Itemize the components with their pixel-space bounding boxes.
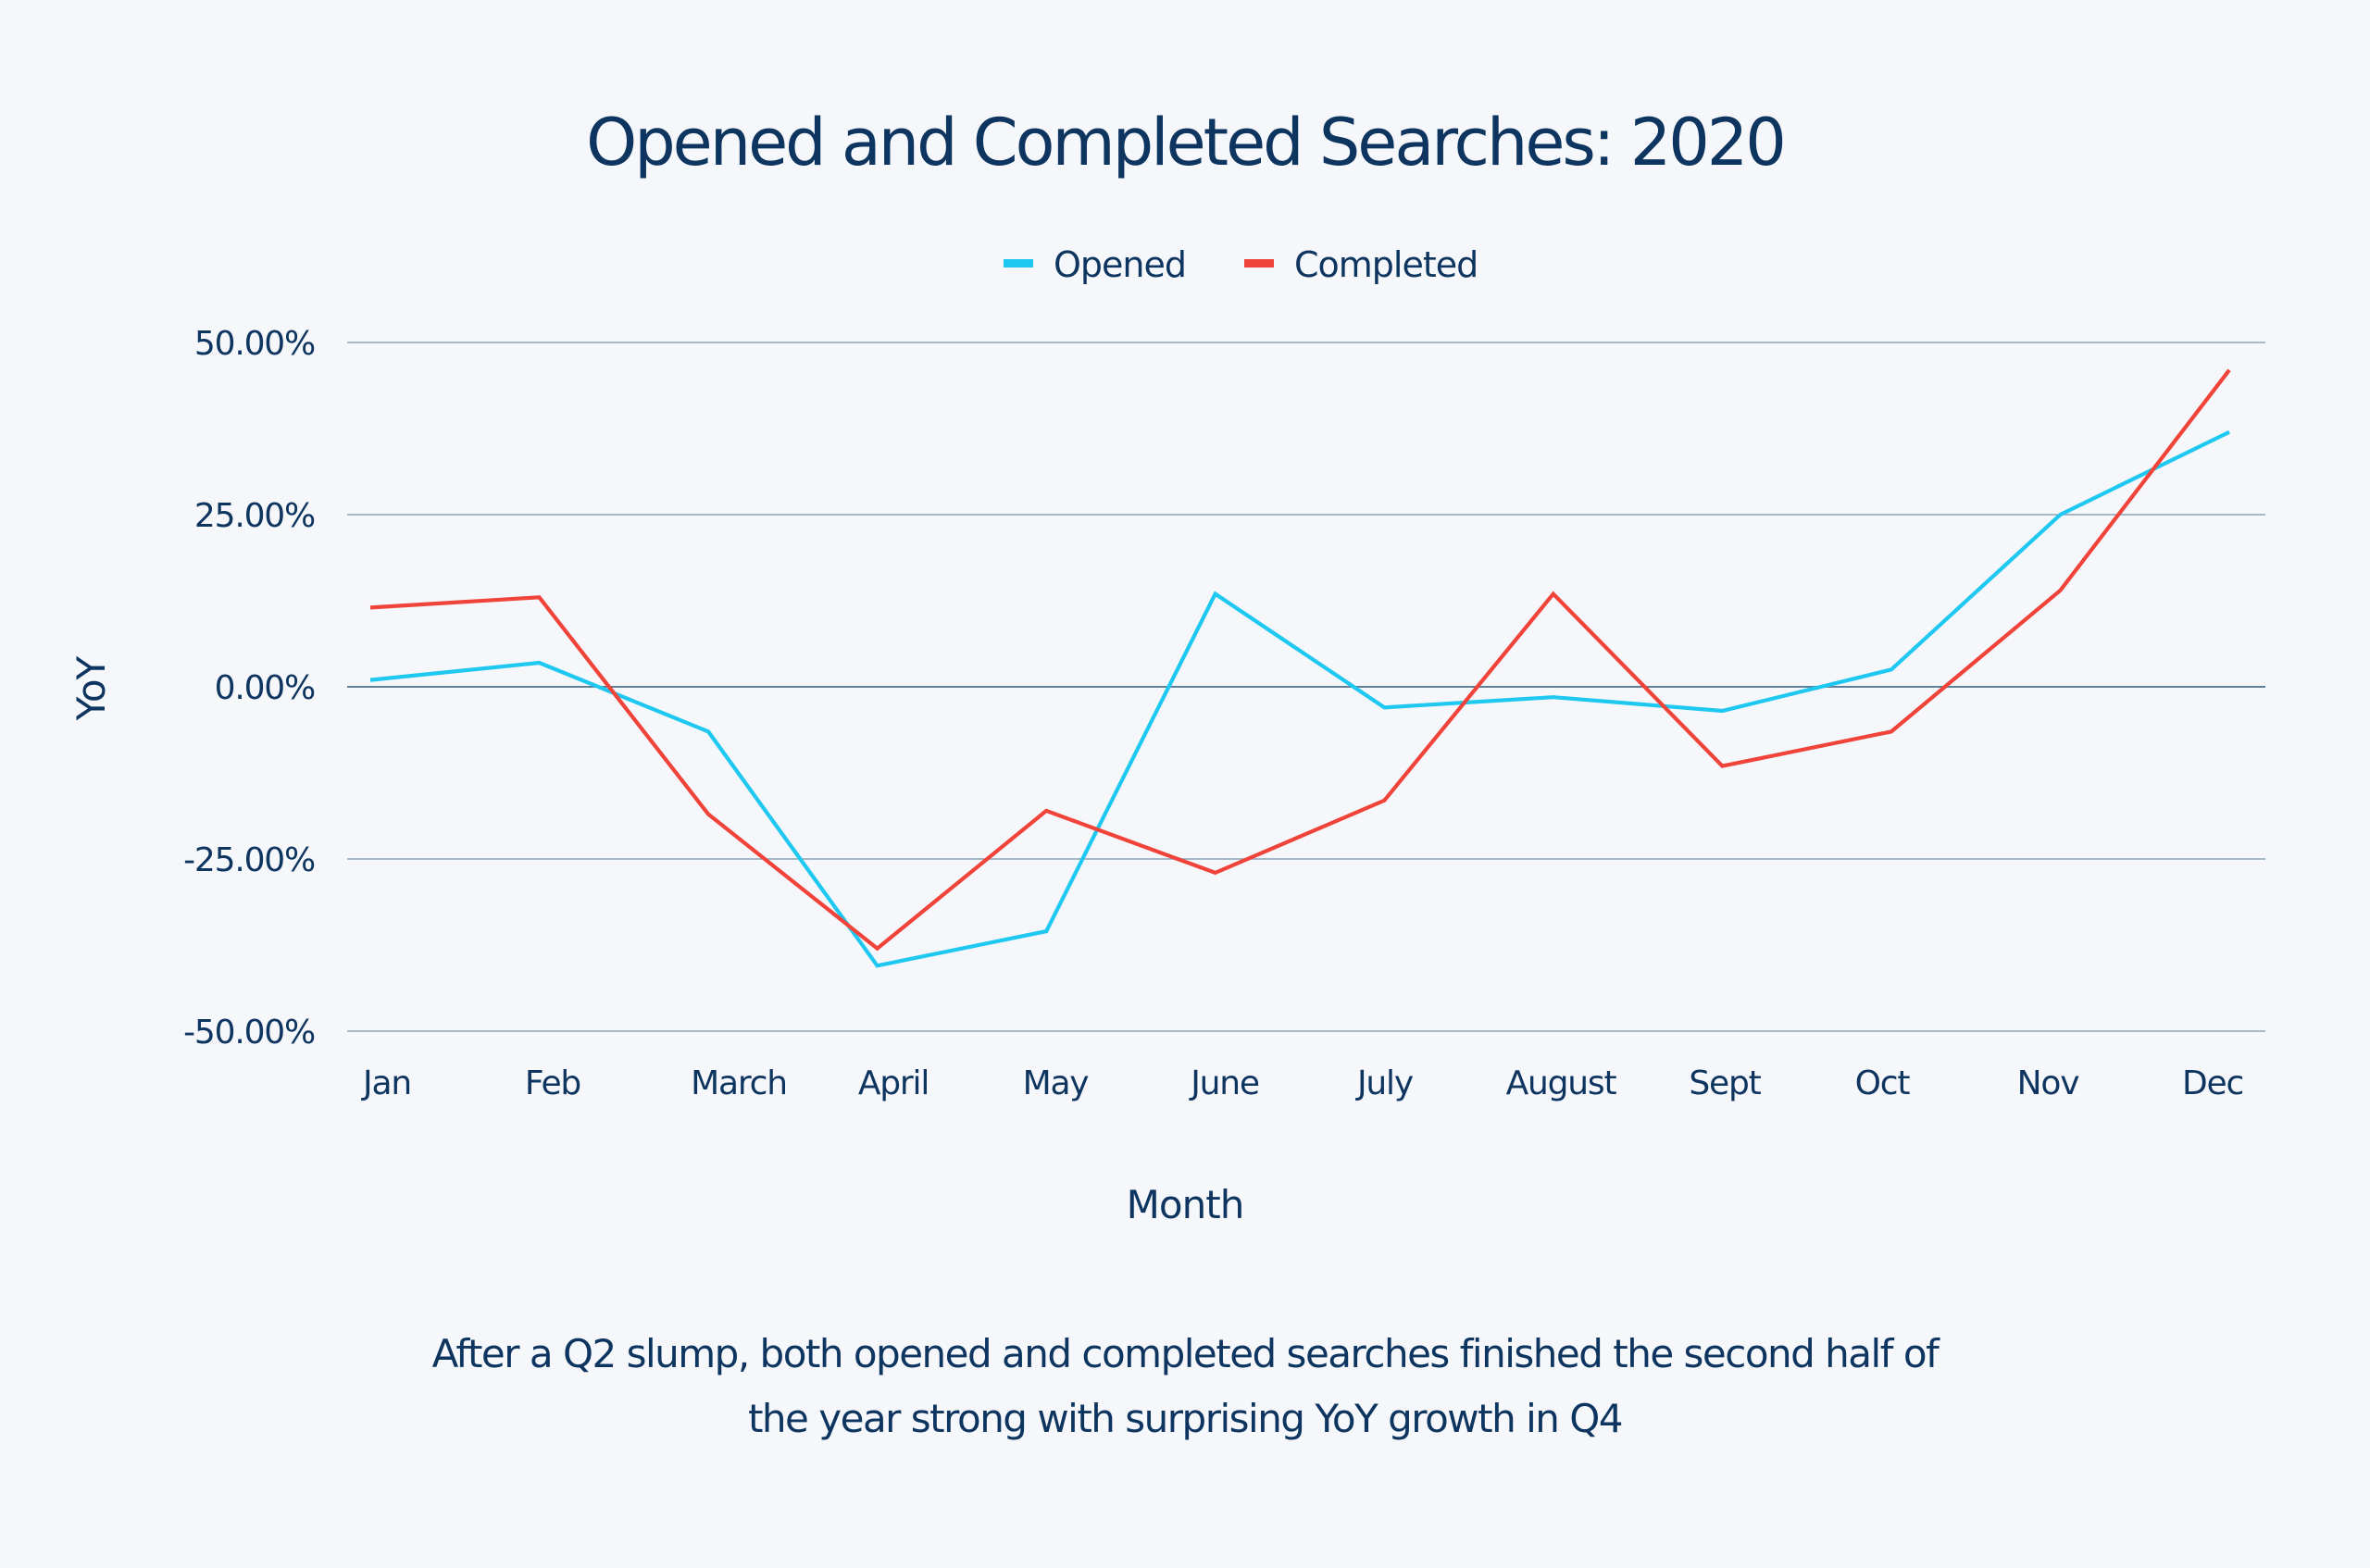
y-tick-label: -25.00% xyxy=(183,841,315,879)
chart-caption: After a Q2 slump, both opened and comple… xyxy=(259,1322,2111,1451)
x-tick-label: Jan xyxy=(361,1064,411,1102)
x-tick-label: July xyxy=(1355,1064,1414,1102)
x-tick-label: Oct xyxy=(1855,1064,1911,1102)
series-line-opened xyxy=(369,429,2230,968)
legend-item-opened[interactable]: Opened xyxy=(1004,244,1187,285)
x-tick-label: May xyxy=(1023,1064,1090,1102)
legend: Opened Completed xyxy=(1004,244,1478,285)
legend-label: Opened xyxy=(1054,244,1186,285)
x-axis-label: Month xyxy=(1127,1182,1244,1227)
x-tick-label: Dec xyxy=(2182,1064,2243,1102)
caption-line-1: After a Q2 slump, both opened and comple… xyxy=(431,1331,1940,1376)
x-axis-ticks: Jan Feb March April May June July August Sept Oct… xyxy=(361,1064,2244,1102)
y-tick-label: 50.00% xyxy=(194,325,315,363)
x-tick-label: Nov xyxy=(2017,1064,2080,1102)
y-axis-label: YoY xyxy=(69,655,114,721)
x-tick-label: April xyxy=(858,1064,929,1102)
x-tick-label: March xyxy=(691,1064,787,1102)
legend-label: Completed xyxy=(1294,244,1478,285)
legend-item-completed[interactable]: Completed xyxy=(1244,244,1478,285)
x-tick-label: August xyxy=(1506,1064,1617,1102)
legend-swatch xyxy=(1244,259,1274,268)
legend-swatch xyxy=(1004,259,1033,268)
chart-title: Opened and Completed Searches: 2020 xyxy=(586,105,1784,180)
y-tick-label: 0.00% xyxy=(215,669,315,707)
y-axis-ticks: 50.00% 25.00% 0.00% -25.00% -50.00% xyxy=(183,325,316,1052)
y-tick-label: 25.00% xyxy=(194,497,315,535)
series-line-completed xyxy=(369,368,2231,952)
caption-line-2: the year strong with surprising YoY grow… xyxy=(747,1396,1624,1441)
y-tick-label: -50.00% xyxy=(183,1014,315,1052)
x-tick-label: Feb xyxy=(525,1064,580,1102)
x-tick-label: Sept xyxy=(1689,1064,1761,1102)
x-tick-label: June xyxy=(1189,1064,1259,1102)
gridlines xyxy=(347,342,2265,1032)
series-lines xyxy=(369,368,2231,968)
